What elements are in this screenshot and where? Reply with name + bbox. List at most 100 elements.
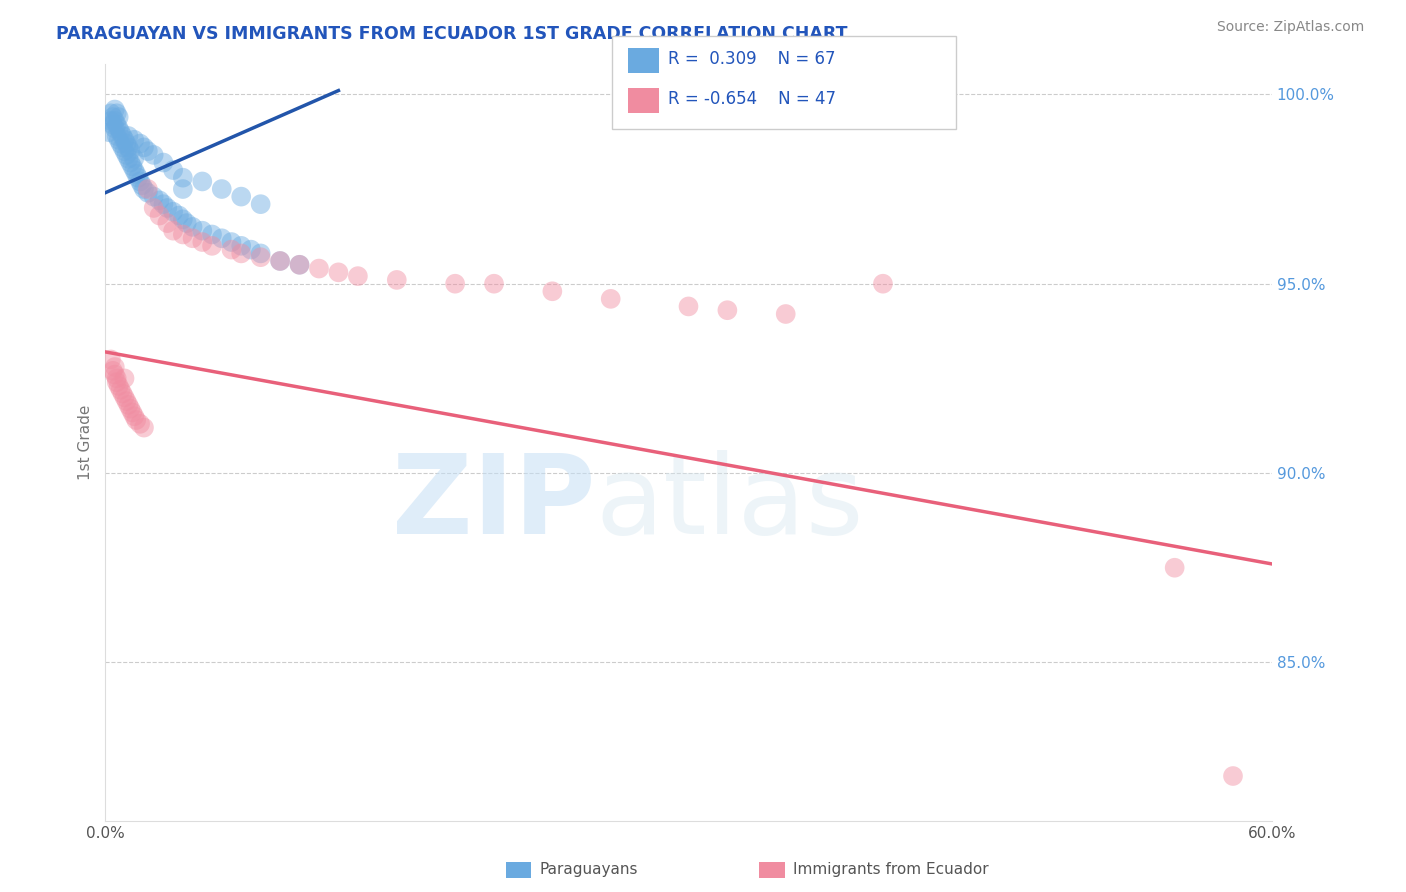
Point [385, 273, 408, 287]
Point [110, 383, 132, 397]
Point [125, 167, 148, 181]
Point [105, 118, 128, 132]
Point [231, 189, 253, 203]
Point [101, 118, 124, 132]
Point [115, 394, 138, 409]
Point [129, 136, 152, 151]
Point [181, 231, 204, 245]
Text: Source: ZipAtlas.com: Source: ZipAtlas.com [1216, 20, 1364, 34]
Point [110, 136, 132, 151]
Point [129, 174, 152, 188]
Point [191, 174, 214, 188]
Point [172, 170, 194, 185]
Point [120, 144, 142, 158]
Text: R = -0.654    N = 47: R = -0.654 N = 47 [668, 90, 835, 108]
Point [162, 163, 184, 178]
Point [121, 405, 143, 419]
Point [231, 239, 253, 253]
Point [221, 243, 243, 257]
Point [152, 155, 174, 169]
Point [107, 133, 129, 147]
Point [120, 401, 142, 416]
Point [716, 303, 738, 318]
Point [104, 113, 127, 128]
Point [121, 159, 143, 173]
Point [100, 352, 122, 367]
Point [482, 277, 505, 291]
Point [115, 148, 138, 162]
Point [191, 224, 214, 238]
Point [114, 144, 136, 158]
Point [97, 125, 120, 139]
Point [269, 254, 291, 268]
Point [308, 261, 330, 276]
Point [142, 189, 165, 203]
Point [221, 235, 243, 249]
Point [162, 204, 184, 219]
Point [114, 390, 136, 404]
Point [104, 359, 127, 374]
Point [148, 209, 170, 223]
Point [269, 254, 291, 268]
Text: PARAGUAYAN VS IMMIGRANTS FROM ECUADOR 1ST GRADE CORRELATION CHART: PARAGUAYAN VS IMMIGRANTS FROM ECUADOR 1S… [56, 25, 848, 43]
Point [136, 144, 159, 158]
Point [288, 258, 311, 272]
Point [110, 125, 132, 139]
Point [136, 186, 159, 200]
Text: ZIP: ZIP [392, 450, 595, 557]
Point [347, 269, 370, 284]
Point [231, 246, 253, 260]
Point [105, 106, 128, 120]
Point [181, 219, 204, 234]
Point [101, 364, 124, 378]
Y-axis label: 1st Grade: 1st Grade [79, 405, 93, 481]
Point [599, 292, 621, 306]
Point [107, 379, 129, 393]
Point [132, 140, 155, 154]
Point [101, 110, 124, 124]
Point [105, 375, 128, 389]
Point [136, 182, 159, 196]
Point [120, 155, 142, 169]
Point [131, 178, 153, 193]
Text: Paraguayans: Paraguayans [540, 863, 638, 877]
Point [125, 413, 148, 427]
Point [211, 182, 233, 196]
Point [132, 420, 155, 434]
Point [127, 170, 149, 185]
Point [444, 277, 467, 291]
Point [1222, 769, 1244, 783]
Point [148, 194, 170, 208]
Point [117, 128, 139, 143]
Point [142, 148, 165, 162]
Point [249, 250, 271, 264]
Point [117, 152, 139, 166]
Point [167, 209, 190, 223]
Point [100, 113, 122, 128]
Text: R =  0.309    N = 67: R = 0.309 N = 67 [668, 50, 835, 68]
Point [122, 152, 145, 166]
Point [132, 182, 155, 196]
Point [172, 227, 194, 242]
Point [142, 201, 165, 215]
Point [541, 285, 564, 299]
Point [156, 216, 179, 230]
Point [249, 246, 271, 260]
Point [115, 136, 138, 151]
Point [249, 197, 271, 211]
Point [1163, 560, 1185, 574]
Point [111, 140, 134, 154]
Point [122, 163, 145, 178]
Point [105, 128, 128, 143]
Point [872, 277, 894, 291]
Point [678, 300, 700, 314]
Point [114, 371, 136, 385]
Point [104, 103, 127, 117]
Point [201, 239, 224, 253]
Point [201, 227, 224, 242]
Point [129, 417, 152, 431]
Point [117, 398, 139, 412]
Point [107, 110, 129, 124]
Point [122, 409, 145, 424]
Point [105, 371, 128, 385]
